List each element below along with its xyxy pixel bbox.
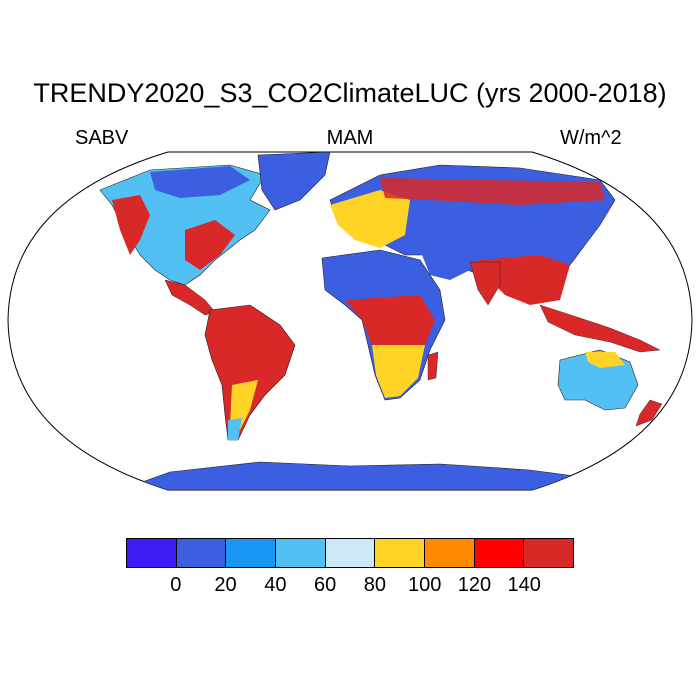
units-label: W/m^2 — [560, 127, 622, 149]
colorbar-tick-label: 40 — [264, 574, 287, 596]
south-america — [204, 304, 296, 441]
colorbar-tick-label: 140 — [507, 574, 541, 596]
greenland — [257, 152, 331, 211]
season-label: MAM — [326, 127, 374, 149]
madagascar — [427, 351, 439, 381]
india — [469, 261, 501, 306]
colorbar-box — [474, 539, 525, 567]
colorbar-box — [226, 539, 277, 567]
africa-central — [345, 295, 435, 348]
south-asia — [480, 255, 570, 305]
south-america-tip — [228, 418, 242, 440]
colorbar-box — [176, 539, 227, 567]
north-america-north — [150, 166, 250, 198]
colorbar-box — [127, 539, 177, 567]
new-zealand — [635, 399, 663, 427]
colorbar-tick-label: 0 — [170, 574, 182, 596]
middle-east — [420, 248, 470, 280]
colorbar-tick-label: 60 — [313, 574, 337, 596]
europe — [330, 190, 410, 248]
north-america-west — [112, 195, 150, 255]
colorbar-tick-label: 120 — [457, 574, 492, 596]
colorbar-box — [276, 539, 326, 567]
colorbar-tick-label: 100 — [407, 574, 442, 596]
australia-north — [585, 352, 625, 368]
eurasia-north-band — [380, 178, 605, 205]
colorbar — [126, 538, 574, 568]
map-title: TRENDY2020_S3_CO2ClimateLUC (yrs 2000-20… — [33, 78, 667, 108]
africa-south — [372, 345, 425, 398]
colorbar-box — [524, 539, 574, 567]
colorbar-box — [375, 539, 426, 567]
colorbar-box — [325, 539, 376, 567]
colorbar-box — [425, 539, 475, 567]
colorbar-tick-label: 20 — [214, 574, 237, 596]
southeast-asia-islands — [539, 304, 661, 353]
variable-label: SABV — [75, 127, 129, 149]
colorbar-tick-label: 80 — [363, 574, 386, 596]
north-america-east — [185, 220, 235, 270]
south-america-south — [230, 380, 258, 430]
